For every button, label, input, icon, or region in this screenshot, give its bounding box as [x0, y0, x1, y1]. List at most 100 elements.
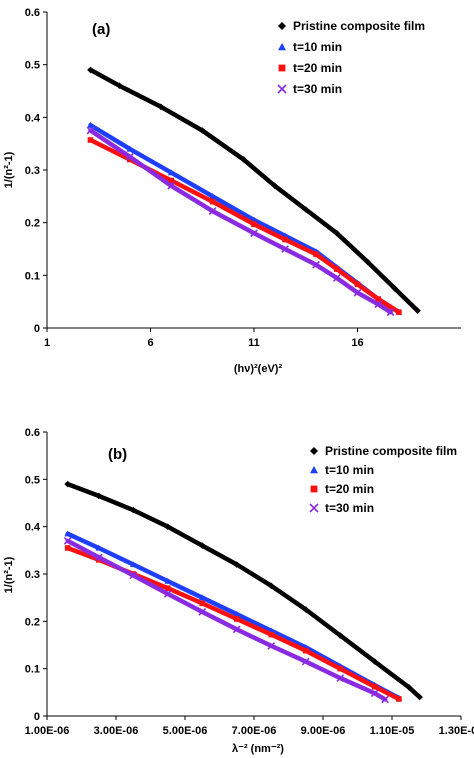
data-point [164, 523, 172, 530]
series-1 [64, 480, 423, 701]
x-tick-label: 5.00E-06 [163, 725, 208, 737]
y-tick-label: 0 [34, 323, 40, 335]
marker-x-stroke-2 [86, 126, 95, 135]
y-tick-label: 0.5 [25, 60, 40, 72]
data-point [129, 571, 138, 580]
data-point [354, 281, 361, 288]
data-point [233, 561, 241, 568]
chart-panel-b: 0 0.1 0.2 0.3 0.4 0.5 0.6 1.00E-06 3.00E-06 5.00E… [3, 427, 474, 755]
data-point [302, 206, 310, 213]
data-point [209, 193, 216, 199]
marker-x-stroke-2 [332, 274, 341, 282]
marker-x-stroke-2 [312, 260, 320, 269]
marker-x-stroke-2 [267, 642, 276, 650]
y-tick-label: 0.1 [25, 664, 40, 676]
data-point [163, 590, 172, 598]
data-point [375, 296, 382, 302]
marker-x-stroke-2 [309, 503, 319, 513]
y-tick-label: 0.4 [25, 112, 41, 124]
data-point [87, 66, 94, 74]
data-point [240, 156, 247, 163]
legend-marker [310, 466, 318, 474]
marker-x-stroke-2 [198, 608, 207, 616]
data-point [353, 288, 362, 297]
marker-x-stroke-2 [129, 571, 138, 580]
legend-marker [310, 485, 318, 493]
legend-entry-label: Pristine composite film [293, 19, 425, 33]
data-point [312, 260, 320, 269]
x-tick-label: 1.30E-05 [439, 725, 474, 737]
data-point [267, 582, 275, 590]
data-point [386, 308, 395, 317]
series-trace [88, 67, 420, 313]
legend-entry-label: t=10 min [325, 463, 374, 477]
marker-x-stroke-2 [167, 181, 176, 190]
data-point [198, 127, 206, 134]
x-tick-label: 11 [248, 337, 260, 349]
legend: Pristine composite film t=10 min t=20 min t… [277, 19, 425, 96]
data-point [396, 309, 402, 316]
data-point [126, 145, 134, 152]
legend-marker [309, 503, 319, 513]
data-point [336, 632, 344, 639]
y-tick-label: 0.4 [25, 522, 41, 534]
chart-panel-a: 00.10.20.30.40.50.61 6 11 16(hν)²(eV)²1/(n²… [3, 7, 461, 375]
legend-entry-label: t=20 min [325, 482, 374, 496]
data-point [313, 251, 319, 258]
x-tick-label: 1 [44, 337, 50, 349]
panel-label: (a) [92, 21, 110, 38]
marker-x-stroke-2 [336, 674, 345, 682]
data-point [198, 542, 206, 549]
data-point [405, 684, 413, 691]
series-3 [64, 545, 402, 702]
data-point [391, 285, 399, 292]
x-axis-label: λ⁻² (nm⁻²) [232, 743, 284, 755]
data-point [233, 616, 240, 622]
y-axis-label: 1/(n²-1) [3, 151, 15, 188]
y-tick-label: 0.1 [25, 270, 40, 282]
legend-entry-label: t=20 min [293, 61, 342, 75]
y-tick-label: 0.5 [25, 474, 40, 486]
y-tick-label: 0.3 [25, 165, 40, 177]
legend-marker [278, 64, 286, 72]
data-point [164, 585, 171, 592]
data-point [63, 537, 72, 545]
marker-x-stroke-2 [386, 308, 395, 317]
data-point [233, 610, 241, 617]
x-tick-label: 7.00E-06 [232, 725, 277, 737]
y-tick-label: 0.3 [25, 569, 40, 581]
y-tick-label: 0 [34, 711, 40, 723]
data-point [167, 169, 175, 176]
data-point [129, 506, 137, 514]
series-trace [65, 545, 402, 702]
data-point [333, 229, 341, 237]
x-tick-label: 3.00E-06 [94, 725, 139, 737]
data-point [86, 126, 95, 135]
data-point [302, 647, 309, 654]
data-point [64, 530, 71, 537]
data-point [414, 307, 421, 314]
legend-marker [278, 43, 286, 51]
data-point [232, 625, 241, 634]
data-point [198, 608, 207, 616]
data-point [208, 207, 217, 215]
y-tick-label: 0.2 [25, 616, 40, 628]
data-point [374, 300, 383, 309]
data-point [168, 177, 175, 184]
y-tick-label: 0.2 [25, 218, 40, 230]
marker-x-stroke-2 [63, 537, 72, 545]
x-tick-label: 16 [351, 337, 363, 349]
data-point [209, 198, 216, 205]
data-point [371, 683, 378, 690]
data-point [199, 600, 206, 607]
data-point [337, 665, 344, 672]
marker-x-stroke-2 [370, 689, 379, 698]
legend-entry-label: t=30 min [325, 501, 374, 515]
data-point [125, 152, 134, 161]
legend-entry-label: Pristine composite film [325, 444, 457, 458]
marker-x-stroke-2 [281, 245, 289, 253]
data-point [333, 266, 340, 272]
marker-x-stroke-2 [94, 553, 103, 562]
data-point [250, 229, 258, 238]
series-1 [87, 66, 421, 314]
